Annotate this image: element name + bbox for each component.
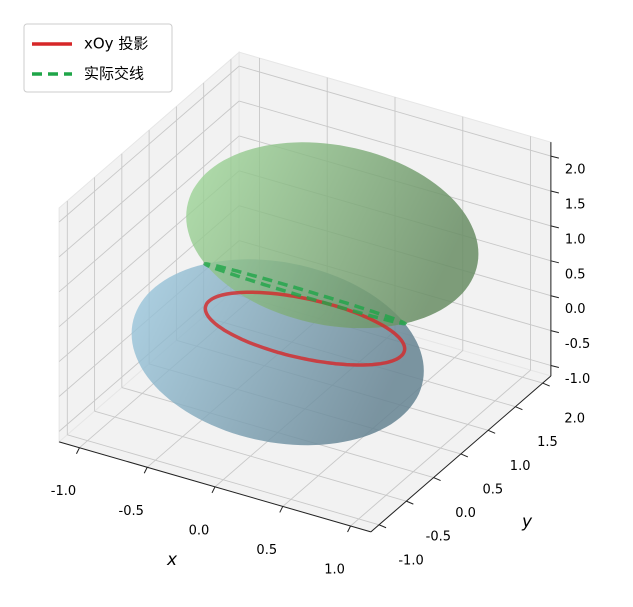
z-tick-label: -0.5 [565, 337, 590, 352]
y-tick-label: -1.0 [398, 553, 423, 568]
tick-mark [211, 486, 216, 494]
grid-line [67, 434, 380, 526]
legend-box [23, 23, 173, 93]
y-tick-label: -0.5 [426, 530, 451, 545]
x-tick-label: -1.0 [51, 484, 76, 499]
grid-line [94, 410, 407, 502]
y-axis-label: y [521, 512, 533, 532]
z-tick-label: 0.0 [565, 302, 586, 317]
tick-mark [542, 382, 550, 387]
tick-mark [460, 453, 469, 458]
tick-mark [550, 225, 560, 229]
z-tick-label: -1.0 [565, 372, 590, 387]
x-tick-label: -0.5 [119, 504, 144, 519]
curve [203, 262, 408, 326]
plot [131, 142, 479, 446]
sphere-shade [186, 142, 479, 329]
axis-line [58, 441, 372, 533]
tick-mark [515, 406, 523, 411]
tick-mark [433, 477, 441, 481]
y-tick-label: 0.5 [483, 482, 504, 497]
grid-line [58, 100, 240, 258]
tick-mark [347, 525, 351, 533]
z-tick-label: 1.5 [565, 198, 586, 213]
grid-line [238, 65, 552, 157]
tick-mark [143, 467, 148, 474]
grid-line [58, 65, 240, 223]
tick-mark [550, 365, 560, 368]
z-tick-label: 0.5 [565, 267, 586, 282]
legend-label: xOy 投影 [84, 35, 148, 53]
x-tick-label: 0.5 [256, 543, 277, 558]
tick-mark [406, 500, 414, 505]
tick-mark [378, 524, 387, 529]
x-tick-label: 1.0 [324, 562, 345, 577]
tick-mark [76, 447, 80, 454]
tick-mark [550, 155, 560, 159]
curve [203, 290, 407, 367]
grid-line [238, 100, 552, 192]
x-tick-label: 0.0 [189, 523, 210, 538]
tick-mark [279, 506, 284, 513]
z-tick-label: 1.0 [565, 232, 586, 247]
x-axis-label: x [166, 550, 178, 570]
grid-line [58, 135, 240, 293]
tick-mark [487, 429, 496, 434]
y-tick-label: 1.0 [510, 459, 531, 474]
tick-mark [550, 190, 560, 194]
tick-mark [550, 295, 560, 299]
z-tick-label: 2.0 [565, 163, 586, 178]
axis-line [370, 375, 552, 533]
y-tick-label: 0.0 [455, 506, 476, 521]
tick-mark [550, 260, 560, 264]
tick-mark [550, 330, 560, 334]
y-tick-label: 2.0 [564, 412, 585, 427]
legend-label: 实际交线 [84, 65, 144, 83]
y-tick-label: 1.5 [537, 435, 558, 450]
